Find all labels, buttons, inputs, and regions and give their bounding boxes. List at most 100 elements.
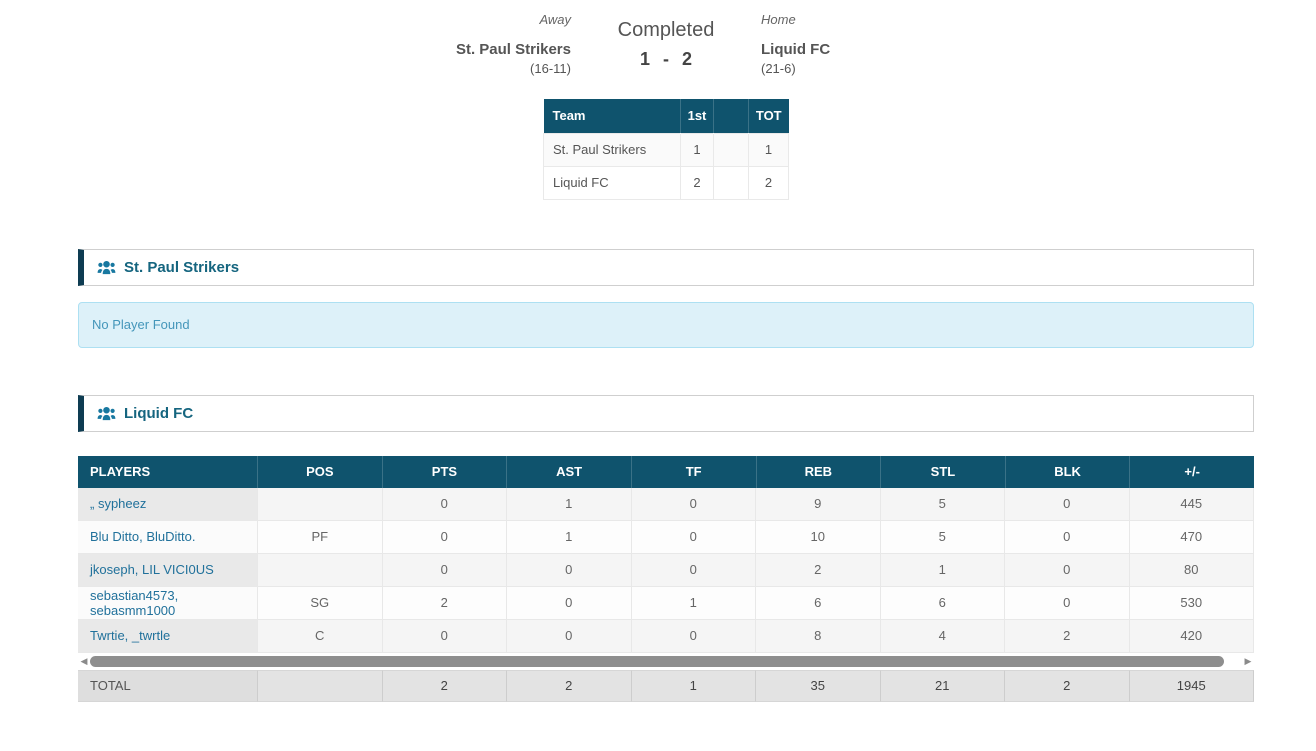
no-player-alert: No Player Found [78, 301, 1254, 348]
score-header-tot: TOT [748, 99, 789, 133]
score-row-blank [713, 165, 749, 200]
reb-cell: 8 [756, 619, 881, 653]
player-stats-table: PLAYERS POS PTS AST TF REB STL BLK +/- „… [78, 455, 1254, 702]
scrollbar-track[interactable] [90, 655, 1242, 667]
score-row-team: Liquid FC [543, 165, 681, 200]
blk-cell: 0 [1005, 487, 1130, 521]
pos-cell [258, 487, 383, 521]
no-player-alert-text: No Player Found [92, 317, 190, 332]
table-row: „ sypheez 0 1 0 9 5 0 445 [78, 487, 1254, 521]
reb-cell: 9 [756, 487, 881, 521]
home-team-panel-header: Liquid FC [78, 394, 1254, 432]
pos-cell: C [258, 619, 383, 653]
score-row-away: St. Paul Strikers 1 1 [543, 132, 789, 167]
ast-cell: 0 [507, 619, 632, 653]
player-name-cell[interactable]: sebastian4573, sebasmm1000 [78, 586, 258, 620]
reb-cell: 10 [756, 520, 881, 554]
match-status: Completed [617, 19, 715, 41]
score-row-tot: 1 [748, 132, 789, 167]
home-team-block: Home Liquid FC (21-6) [761, 12, 981, 76]
total-ast: 2 [507, 669, 632, 702]
total-tf: 1 [631, 669, 756, 702]
total-reb: 35 [756, 669, 881, 702]
stats-header-players[interactable]: PLAYERS [78, 455, 258, 488]
scroll-right-icon[interactable]: ▶ [1244, 655, 1252, 666]
ast-cell: 0 [507, 553, 632, 587]
away-team-name[interactable]: St. Paul Strikers [455, 41, 571, 58]
ast-cell: 1 [507, 487, 632, 521]
table-row: sebastian4573, sebasmm1000 SG 2 0 1 6 6 … [78, 586, 1254, 620]
blk-cell: 0 [1005, 520, 1130, 554]
stats-header-row: PLAYERS POS PTS AST TF REB STL BLK +/- [78, 455, 1254, 488]
away-section-title: St. Paul Strikers [124, 258, 240, 276]
score-row-home: Liquid FC 2 2 [543, 165, 789, 200]
page-content: Away St. Paul Strikers (16-11) Completed… [78, 0, 1254, 702]
pts-cell: 0 [382, 619, 507, 653]
tf-cell: 0 [631, 619, 756, 653]
total-label: TOTAL [78, 669, 258, 702]
stats-header-tf[interactable]: TF [631, 455, 757, 488]
tf-cell: 0 [631, 553, 756, 587]
blk-cell: 0 [1005, 586, 1130, 620]
home-team-record: (21-6) [761, 61, 796, 76]
away-team-block: Away St. Paul Strikers (16-11) [351, 12, 571, 76]
player-name-cell[interactable]: Twrtie, _twrtle [78, 619, 258, 653]
player-name-cell[interactable]: Blu Ditto, BluDitto. [78, 520, 258, 554]
plusminus-cell: 445 [1129, 487, 1254, 521]
home-label: Home [761, 12, 796, 27]
pts-cell: 2 [382, 586, 507, 620]
match-score: 1 - 2 [571, 49, 761, 70]
blk-cell: 2 [1005, 619, 1130, 653]
away-label: Away [539, 12, 571, 27]
score-row-team: St. Paul Strikers [543, 132, 681, 167]
player-name-cell[interactable]: jkoseph, LIL VICI0US [78, 553, 258, 587]
stl-cell: 5 [880, 520, 1005, 554]
pos-cell: PF [258, 520, 383, 554]
horizontal-scrollbar[interactable]: ◀ ▶ [78, 653, 1254, 670]
plusminus-cell: 420 [1129, 619, 1254, 653]
home-team-name[interactable]: Liquid FC [761, 41, 831, 58]
score-header-team: Team [543, 99, 681, 133]
score-row-blank [713, 132, 749, 167]
score-header-blank [713, 99, 749, 133]
pts-cell: 0 [382, 487, 507, 521]
pos-cell: SG [258, 586, 383, 620]
stats-header-ast[interactable]: AST [507, 455, 632, 488]
stats-header-blk[interactable]: BLK [1005, 455, 1131, 488]
stl-cell: 5 [880, 487, 1005, 521]
tf-cell: 0 [631, 487, 756, 521]
plusminus-cell: 530 [1129, 586, 1254, 620]
home-score: 2 [682, 49, 693, 69]
tf-cell: 0 [631, 520, 756, 554]
away-score: 1 [639, 49, 650, 69]
score-row-1st: 1 [680, 132, 714, 167]
score-summary-table: Team 1st TOT St. Paul Strikers 1 1 Liqui… [543, 99, 789, 200]
home-section-title: Liquid FC [124, 404, 194, 422]
total-row: TOTAL 2 2 1 35 21 2 1945 [78, 669, 1254, 702]
plusminus-cell: 470 [1129, 520, 1254, 554]
stats-header-reb[interactable]: REB [756, 455, 882, 488]
ast-cell: 0 [507, 586, 632, 620]
score-separator: - [663, 49, 669, 69]
total-pts: 2 [382, 669, 507, 702]
ast-cell: 1 [507, 520, 632, 554]
scrollbar-thumb[interactable] [90, 655, 1224, 667]
stats-header-pts[interactable]: PTS [382, 455, 508, 488]
pts-cell: 0 [382, 553, 507, 587]
stats-header-pos[interactable]: POS [258, 455, 383, 488]
total-stl: 21 [880, 669, 1005, 702]
users-group-icon [97, 406, 116, 421]
scroll-left-icon[interactable]: ◀ [80, 655, 88, 666]
total-pos [258, 669, 383, 702]
pts-cell: 0 [382, 520, 507, 554]
pos-cell [258, 553, 383, 587]
stats-header-stl[interactable]: STL [881, 455, 1006, 488]
reb-cell: 6 [756, 586, 881, 620]
stats-header-plusminus[interactable]: +/- [1130, 455, 1254, 488]
away-team-panel-header: St. Paul Strikers [78, 248, 1254, 286]
player-name-cell[interactable]: „ sypheez [78, 487, 258, 521]
plusminus-cell: 80 [1129, 553, 1254, 587]
table-row: Blu Ditto, BluDitto. PF 0 1 0 10 5 0 470 [78, 520, 1254, 554]
stl-cell: 6 [880, 586, 1005, 620]
score-row-1st: 2 [680, 165, 714, 200]
